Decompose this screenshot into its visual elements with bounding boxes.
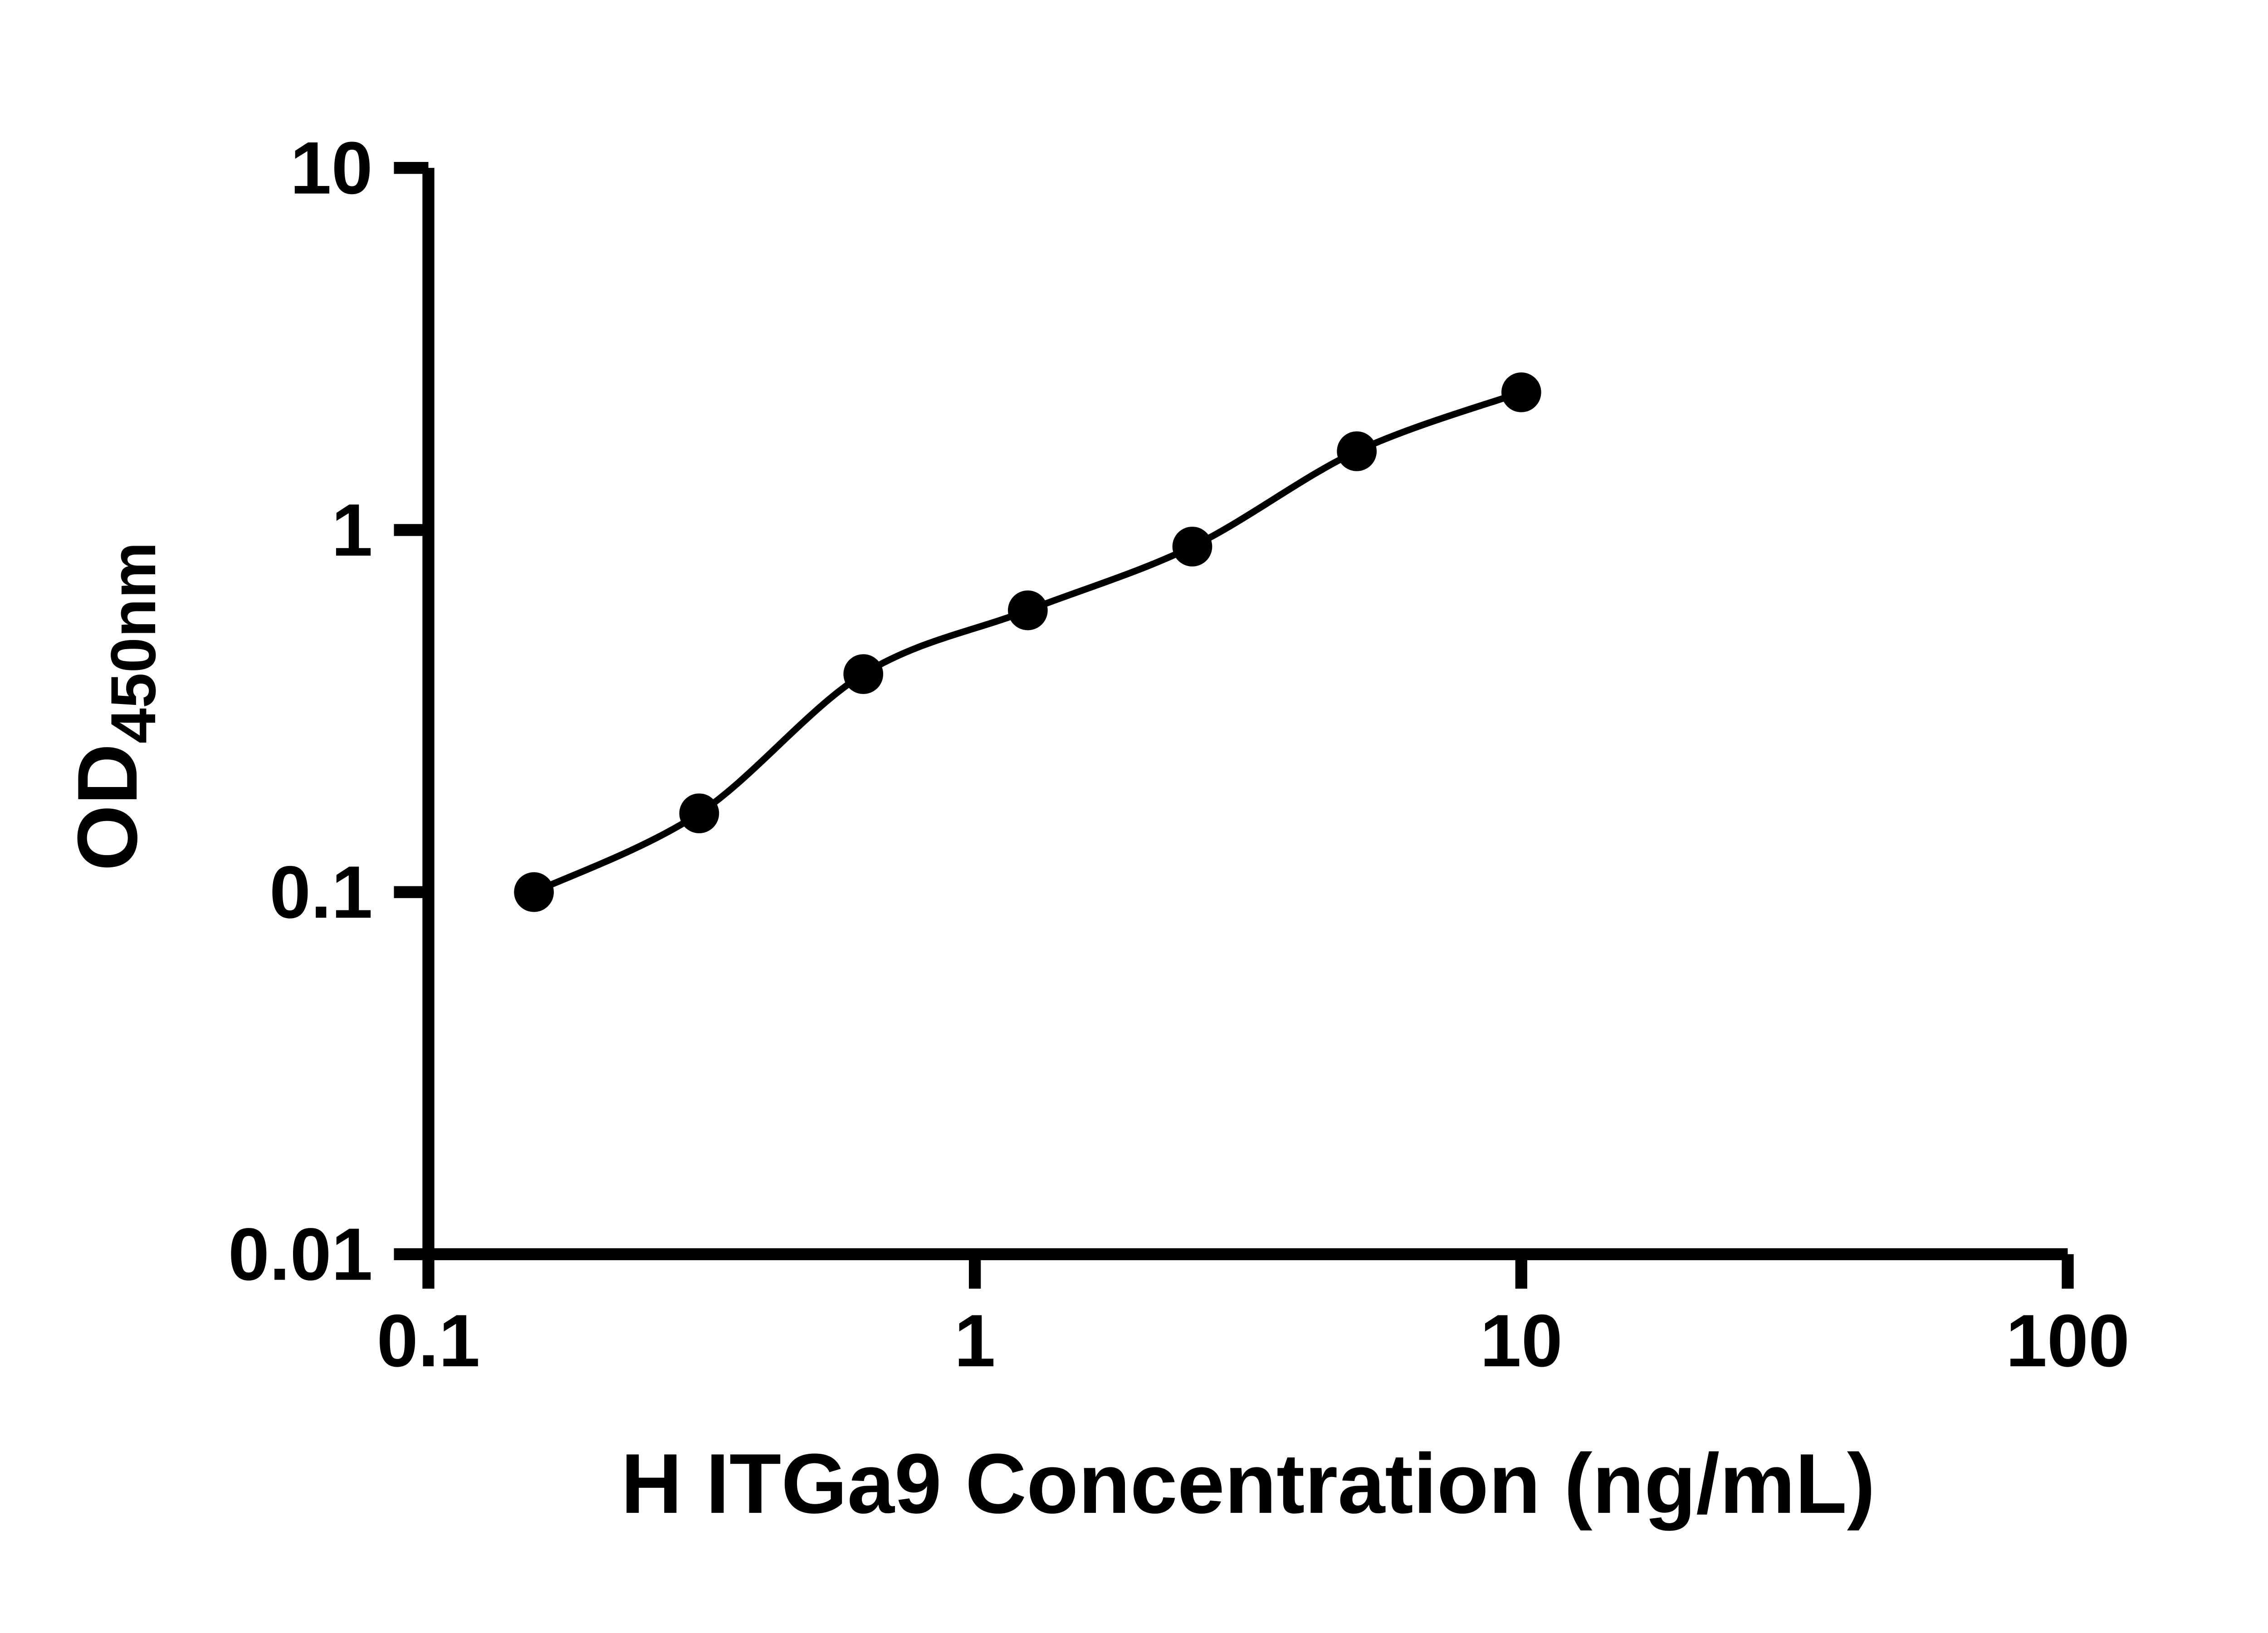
data-point-5 bbox=[1337, 431, 1377, 471]
y-tick-label: 1 bbox=[332, 489, 373, 572]
data-point-4 bbox=[1172, 527, 1212, 567]
x-tick-label: 10 bbox=[1480, 1299, 1563, 1382]
y-tick-label: 0.1 bbox=[269, 851, 373, 934]
x-tick-label: 0.1 bbox=[377, 1299, 480, 1382]
data-point-3 bbox=[1008, 590, 1048, 631]
y-axis-title-sub: 450nm bbox=[98, 542, 169, 744]
y-axis-title-main: OD bbox=[60, 743, 155, 871]
data-point-2 bbox=[843, 654, 884, 694]
data-point-0 bbox=[514, 872, 554, 912]
data-point-1 bbox=[679, 793, 719, 833]
y-tick-label: 10 bbox=[290, 127, 373, 210]
x-tick-label: 1 bbox=[954, 1299, 996, 1382]
x-tick-label: 100 bbox=[2006, 1299, 2130, 1382]
y-axis-title: OD450nm bbox=[60, 542, 169, 871]
y-tick-label: 0.01 bbox=[228, 1213, 373, 1296]
data-point-6 bbox=[1501, 372, 1541, 412]
x-axis-title: H ITGa9 Concentration (ng/mL) bbox=[621, 1436, 1875, 1531]
